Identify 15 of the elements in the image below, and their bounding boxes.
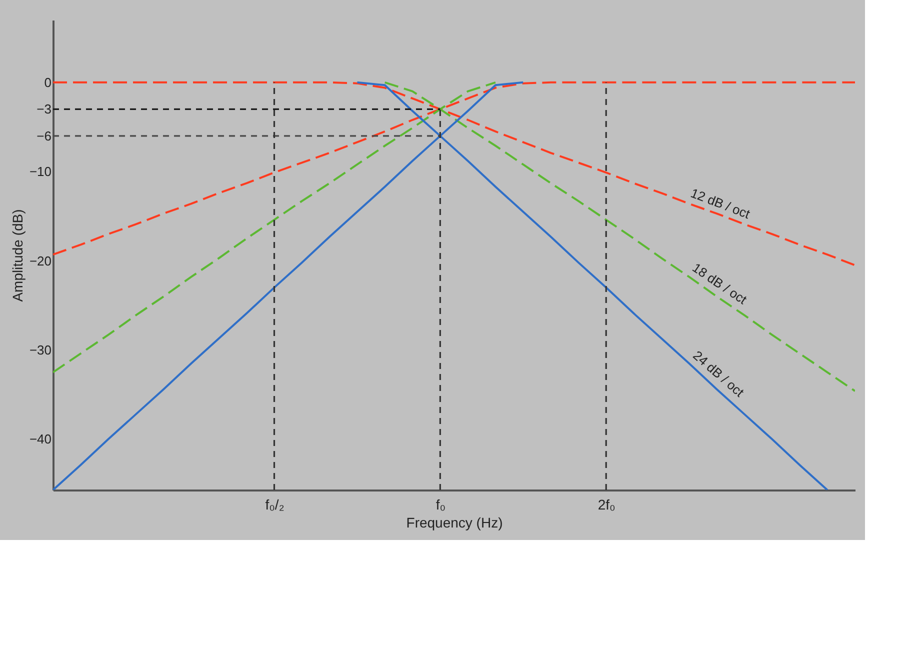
x-axis-title: Frequency (Hz) [406,514,503,530]
y-tick-label: −3 [36,102,52,117]
x-tick-label: 2f₀ [598,496,616,512]
annotation: 18 dB / oct [690,260,750,308]
y-tick-label: −30 [29,342,52,358]
x-tick-label: f₀ [436,496,446,512]
y-tick-label: −6 [36,128,52,144]
annotation: 12 dB / oct [688,185,752,222]
y-tick-label: −10 [29,164,52,180]
y-tick-label: −20 [29,253,52,268]
y-tick-label: 0 [44,74,52,90]
annotation: 24 dB / oct [690,348,748,400]
y-tick-label: −40 [29,432,52,447]
y-axis-title: Amplitude (dB) [9,209,26,302]
x-tick-label: f₀/₂ [265,496,284,512]
